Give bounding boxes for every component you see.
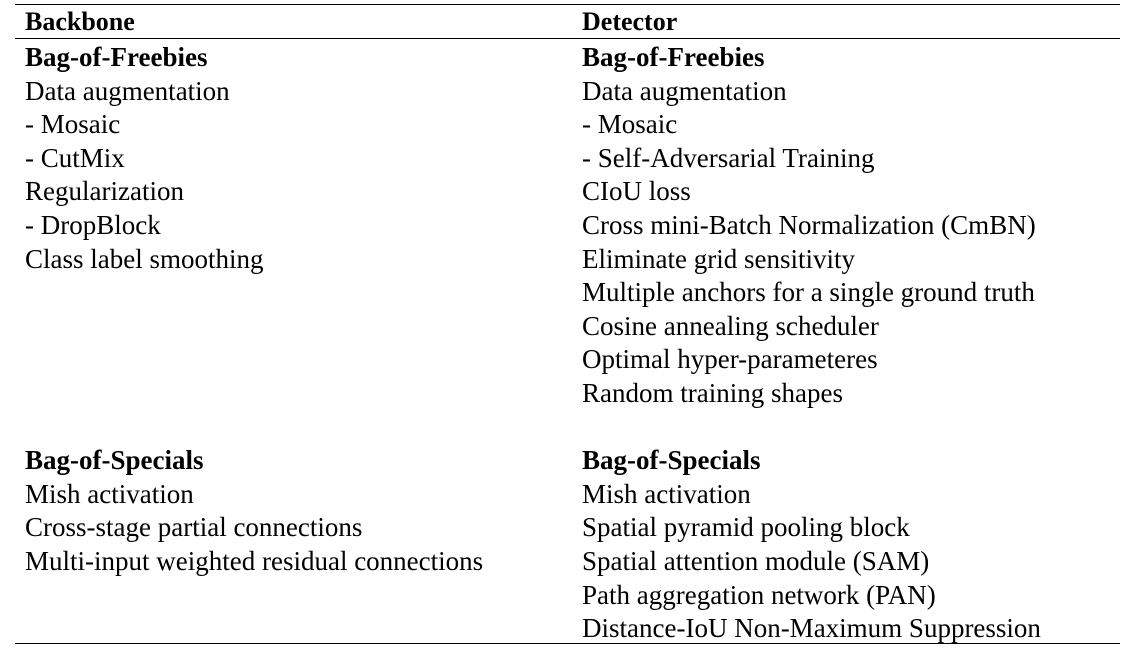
list-item: Spatial pyramid pooling block — [582, 512, 910, 543]
list-item: Cross-stage partial connections — [25, 512, 363, 543]
row-spacer — [25, 411, 483, 445]
row-spacer — [25, 310, 483, 344]
list-item: - Mosaic — [582, 109, 678, 140]
list-item: Distance-IoU Non-Maximum Suppression — [582, 613, 1041, 644]
row-spacer — [25, 276, 483, 310]
list-item: Data augmentation — [25, 75, 230, 106]
detector-column: Bag-of-Freebies Data augmentation - Mosa… — [582, 41, 1041, 646]
table-header-row: Backbone Detector — [15, 5, 1120, 39]
list-item: Mish activation — [25, 478, 194, 509]
list-item: Multiple anchors for a single ground tru… — [582, 277, 1035, 308]
header-backbone: Backbone — [25, 7, 135, 36]
list-item: - Mosaic — [25, 109, 121, 140]
list-item: Spatial attention module (SAM) — [582, 545, 930, 576]
detector-specials-title: Bag-of-Specials — [582, 445, 761, 476]
list-item: Data augmentation — [582, 75, 787, 106]
list-item: Random training shapes — [582, 377, 843, 408]
backbone-specials-title: Bag-of-Specials — [25, 445, 204, 476]
methods-table: Backbone Detector Bag-of-Freebies Data a… — [15, 4, 1120, 644]
detector-freebies-title: Bag-of-Freebies — [582, 42, 765, 72]
list-item: Regularization — [25, 176, 184, 207]
list-item: Cosine annealing scheduler — [582, 310, 879, 341]
list-item: Eliminate grid sensitivity — [582, 243, 855, 274]
list-item: - DropBlock — [25, 209, 161, 240]
list-item: CIoU loss — [582, 176, 691, 207]
list-item: Cross mini-Batch Normalization (CmBN) — [582, 209, 1036, 240]
list-item: Multi-input weighted residual connection… — [25, 545, 484, 576]
list-item: Optimal hyper-parameteres — [582, 344, 878, 375]
row-spacer — [582, 411, 1041, 445]
list-item: Class label smoothing — [25, 243, 264, 274]
list-item: - CutMix — [25, 142, 125, 173]
header-detector: Detector — [582, 7, 678, 36]
row-spacer — [25, 343, 483, 377]
list-item: Path aggregation network (PAN) — [582, 579, 936, 610]
backbone-freebies-title: Bag-of-Freebies — [25, 42, 208, 72]
row-spacer — [25, 377, 483, 411]
list-item: Mish activation — [582, 478, 751, 509]
backbone-column: Bag-of-Freebies Data augmentation - Mosa… — [25, 41, 483, 579]
list-item: - Self-Adversarial Training — [582, 142, 875, 173]
